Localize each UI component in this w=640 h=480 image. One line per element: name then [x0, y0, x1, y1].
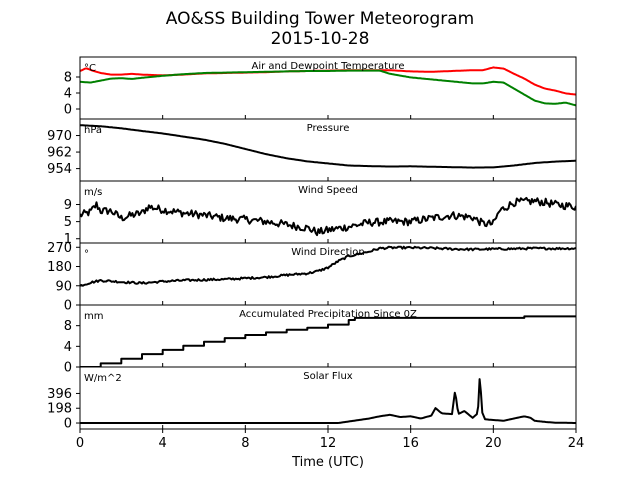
y-tick-label-wspd: 1 — [64, 232, 72, 247]
panel-unit-wspd: m/s — [84, 187, 102, 198]
panel-unit-pres: hPa — [84, 125, 102, 136]
panel-title-solar: Solar Flux — [303, 371, 353, 382]
y-tick-label-temp: 8 — [64, 71, 72, 86]
y-tick-label-solar: 396 — [47, 387, 72, 402]
x-axis-label: Time (UTC) — [291, 455, 364, 470]
series-line-solar-0 — [80, 378, 576, 424]
y-tick-label-solar: 0 — [64, 417, 72, 432]
y-tick-label-temp: 0 — [64, 103, 72, 118]
y-tick-label-prcp: 0 — [64, 361, 72, 376]
panel-wspd: 1 5 9 Wind Speed m/s — [64, 180, 577, 247]
y-tick-label-wdir: 270 — [47, 241, 72, 256]
panel-title-temp: Air and Dewpoint Temperature — [252, 61, 405, 72]
y-tick-label-prcp: 8 — [64, 319, 72, 334]
x-tick-label: 4 — [159, 436, 167, 451]
y-tick-label-wspd: 9 — [64, 198, 72, 213]
panel-unit-wdir: ° — [84, 249, 89, 260]
x-tick-label: 0 — [76, 436, 84, 451]
y-tick-label-solar: 198 — [47, 402, 72, 417]
series-line-prcp-0 — [80, 315, 576, 367]
series-line-temp-1 — [80, 69, 576, 107]
panel-unit-temp: °C — [84, 63, 96, 74]
y-tick-label-wspd: 5 — [64, 215, 72, 230]
panel-temp: 048 Air and Dewpoint Temperature °C — [64, 56, 577, 120]
panel-title-wspd: Wind Speed — [298, 185, 358, 196]
x-axis: 0 4 8 12 16 20 24 — [76, 429, 584, 451]
panel-unit-solar: W/m^2 — [84, 373, 122, 384]
y-tick-label-wdir: 90 — [55, 279, 72, 294]
y-tick-label-pres: 970 — [47, 129, 72, 144]
y-tick-label-prcp: 4 — [64, 340, 72, 355]
panel-title-pres: Pressure — [307, 123, 350, 134]
x-tick-label: 20 — [485, 436, 502, 451]
y-tick-label-pres: 954 — [47, 162, 72, 177]
series-line-wdir-0 — [80, 245, 576, 287]
series-line-pres-0 — [80, 124, 576, 169]
figure-title: AO&SS Building Tower Meteorogram — [166, 9, 474, 29]
x-tick-label: 16 — [402, 436, 419, 451]
x-tick-label: 12 — [320, 436, 337, 451]
panel-wdir: 0 90 180 270 Wind Direction ° — [47, 241, 577, 314]
y-tick-label-wdir: 0 — [64, 299, 72, 314]
y-tick-label-wdir: 180 — [47, 260, 72, 275]
series-line-wspd-0 — [80, 196, 576, 237]
panel-title-prcp: Accumulated Precipitation Since 0Z — [239, 309, 417, 320]
panel-prcp: 0 4 8 Accumulated Precipitation Since 0Z mm — [64, 304, 577, 376]
figure-subtitle: 2015-10-28 — [271, 29, 370, 49]
y-tick-label-temp: 4 — [64, 87, 72, 102]
panel-title-wdir: Wind Direction — [291, 247, 365, 258]
x-tick-label: 24 — [568, 436, 585, 451]
y-tick-label-pres: 962 — [47, 146, 72, 161]
panel-unit-prcp: mm — [84, 311, 103, 322]
x-tick-label: 8 — [241, 436, 249, 451]
